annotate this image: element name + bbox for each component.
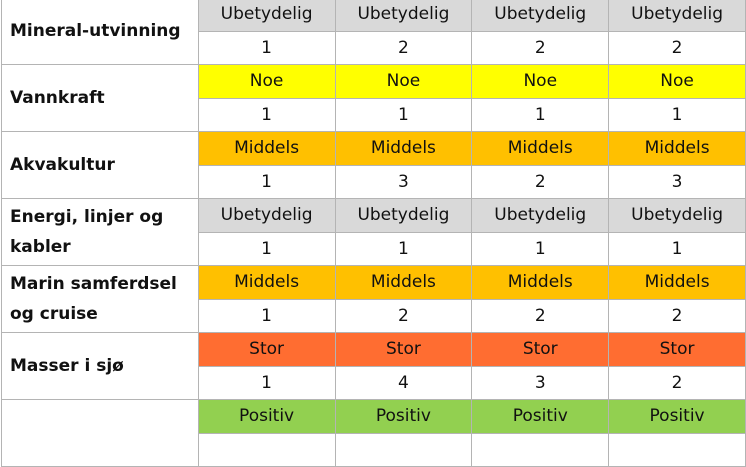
score-cell: 4 (334, 365, 473, 400)
sector-name (1, 399, 199, 467)
sector-name: Masser i sjø (1, 332, 199, 400)
impact-level-cell: Ubetydelig (334, 198, 473, 233)
score-cell (608, 432, 746, 467)
score-cell: 1 (608, 97, 746, 132)
impact-level-cell: Ubetydelig (471, 198, 610, 233)
impact-level-cell: Ubetydelig (608, 198, 746, 233)
score-cell: 3 (608, 164, 746, 199)
sector-name: Mineral-utvinning (1, 0, 199, 65)
impact-level-cell: Middels (471, 131, 610, 166)
impact-level-cell: Ubetydelig (197, 0, 336, 32)
score-cell: 2 (334, 30, 473, 65)
score-cell: 2 (471, 30, 610, 65)
level-row: Mineral-utvinning Ubetydelig Ubetydelig Ube… (1, 0, 746, 65)
impact-level-cell: Stor (334, 332, 473, 367)
impact-level-cell: Middels (334, 131, 473, 166)
score-cell: 1 (471, 97, 610, 132)
level-row: Akvakultur Middels Middels Middels Middels (1, 131, 746, 199)
level-row: Vannkraft Noe Noe Noe Noe (1, 64, 746, 132)
impact-level-cell: Ubetydelig (197, 198, 336, 233)
sector-name: Vannkraft (1, 64, 199, 132)
score-cell: 1 (197, 298, 336, 333)
score-cell (471, 432, 610, 467)
level-row: Marin samferdsel og cruise Middels Middels… (1, 265, 746, 333)
score-cell (197, 432, 336, 467)
score-cell: 1 (608, 231, 746, 266)
impact-level-cell: Middels (608, 131, 746, 166)
sector-name: Marin samferdsel og cruise (1, 265, 199, 333)
impact-level-cell: Ubetydelig (471, 0, 610, 32)
impact-level-cell: Ubetydelig (334, 0, 473, 32)
impact-level-cell: Middels (471, 265, 610, 300)
impact-level-cell: Noe (471, 64, 610, 99)
score-cell: 1 (334, 97, 473, 132)
impact-level-cell: Ubetydelig (608, 0, 746, 32)
score-cell: 2 (471, 164, 610, 199)
score-cell: 1 (197, 164, 336, 199)
level-row: Energi, linjer og kabler Ubetydelig Ubetyd… (1, 198, 746, 266)
score-cell: 3 (334, 164, 473, 199)
score-cell: 2 (608, 298, 746, 333)
impact-level-cell: Positiv (471, 399, 610, 434)
impact-level-cell: Stor (197, 332, 336, 367)
impact-level-cell: Middels (608, 265, 746, 300)
impact-level-cell: Stor (471, 332, 610, 367)
impact-level-cell: Noe (197, 64, 336, 99)
score-cell: 2 (608, 30, 746, 65)
score-cell: 1 (197, 231, 336, 266)
impact-level-cell: Positiv (334, 399, 473, 434)
impact-level-cell: Positiv (197, 399, 336, 434)
score-cell: 1 (197, 97, 336, 132)
impact-level-cell: Middels (197, 131, 336, 166)
sector-name: Energi, linjer og kabler (1, 198, 199, 266)
impact-level-cell: Noe (334, 64, 473, 99)
score-cell: 2 (334, 298, 473, 333)
level-row: Masser i sjø Stor Stor Stor Stor (1, 332, 746, 400)
impact-level-cell: Positiv (608, 399, 746, 434)
impact-level-cell: Middels (334, 265, 473, 300)
impact-level-cell: Stor (608, 332, 746, 367)
score-cell: 2 (471, 298, 610, 333)
score-cell: 1 (471, 231, 610, 266)
score-cell: 1 (197, 30, 336, 65)
score-cell: 2 (608, 365, 746, 400)
score-cell (334, 432, 473, 467)
score-cell: 3 (471, 365, 610, 400)
level-row: Positiv Positiv Positiv Positiv (1, 399, 746, 467)
impact-level-cell: Noe (608, 64, 746, 99)
sector-name: Akvakultur (1, 131, 199, 199)
score-cell: 1 (334, 231, 473, 266)
impact-level-cell: Middels (197, 265, 336, 300)
score-cell: 1 (197, 365, 336, 400)
